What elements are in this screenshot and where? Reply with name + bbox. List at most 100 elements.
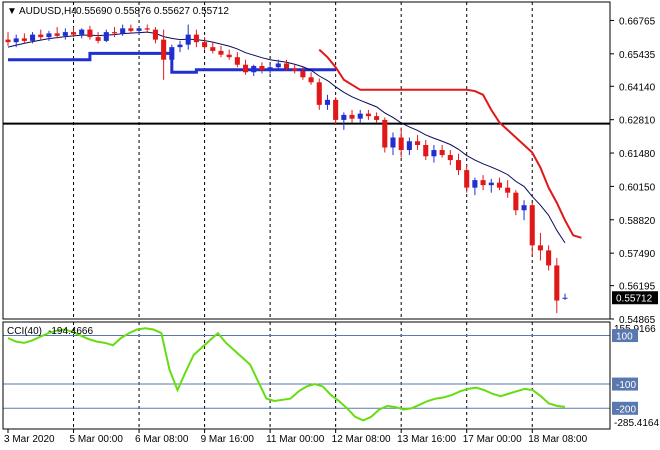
candle-body (120, 28, 126, 34)
candle-body (46, 33, 52, 38)
candle-body (161, 39, 167, 60)
candle-body (423, 145, 429, 157)
price-tick-label: 0.66765 (619, 16, 656, 27)
cci-pane-frame (2, 321, 611, 430)
time-tick-label: 6 Mar 08:00 (135, 434, 189, 445)
cci-pane[interactable] (2, 321, 611, 430)
candle-body (505, 187, 511, 193)
price-tick-label: 0.56195 (619, 282, 656, 293)
price-tick-label: 0.64140 (619, 82, 656, 93)
candle-body (5, 39, 11, 43)
cci-level-label: -200 (616, 404, 636, 415)
price-pane-frame (2, 1, 611, 320)
candle-body (316, 82, 322, 105)
candle-body (349, 114, 355, 119)
collapse-arrow-icon[interactable]: ▼ (7, 6, 17, 17)
time-tick-label: 18 Mar 08:00 (528, 434, 587, 445)
cci-level-label: -100 (616, 380, 636, 391)
price-tick-label: 0.61480 (619, 149, 656, 160)
cci-axis: 100 -100 -200 (612, 329, 638, 415)
candle-body (431, 150, 437, 157)
candle-body (251, 65, 257, 73)
time-tick-label: 3 Mar 2020 (4, 434, 55, 445)
price-tick-label: 0.60150 (619, 182, 656, 193)
candle-body (111, 32, 118, 34)
candle-body (283, 63, 290, 69)
time-tick-label: 11 Mar 00:00 (266, 434, 325, 445)
candle-body (13, 38, 19, 43)
candle-body (21, 38, 27, 41)
cci-line (7, 327, 566, 422)
candle-body (226, 54, 232, 58)
candle-body (554, 265, 560, 301)
candle-body (529, 205, 535, 246)
candle-body (406, 141, 412, 151)
price-pane[interactable] (2, 1, 611, 320)
candle-body (324, 99, 330, 105)
candle-body (357, 113, 363, 119)
candle-body (193, 34, 199, 43)
candle-body (259, 65, 265, 70)
price-tick-label: 0.58820 (619, 216, 656, 227)
candle-body (152, 29, 158, 40)
candle-body (267, 67, 273, 70)
cci-level-label: 100 (616, 332, 633, 343)
candle-body (374, 116, 380, 120)
candle-body (521, 205, 527, 211)
candle-body (210, 47, 216, 51)
candles-group (5, 24, 568, 314)
candle-body (218, 50, 224, 55)
candle-body (390, 137, 396, 148)
candle-body (439, 150, 445, 156)
candle-body (398, 137, 404, 151)
candle-body (275, 63, 281, 68)
candle-body (202, 42, 208, 48)
candle-body (472, 180, 478, 188)
time-tick-label: 12 Mar 08:00 (332, 434, 391, 445)
candle-body (415, 141, 421, 146)
candle-body (30, 34, 36, 41)
candle-body (243, 64, 249, 73)
time-axis: 3 Mar 2020 5 Mar 00:00 6 Mar 08:00 9 Mar 16… (4, 429, 588, 445)
time-tick-label: 17 Mar 00:00 (463, 434, 522, 445)
candle-body (136, 28, 142, 31)
red-trailing-line (318, 48, 582, 239)
candle-body (365, 113, 371, 117)
cci-value: -194.4666 (48, 326, 93, 337)
candle-body (234, 57, 240, 65)
candle-body (95, 37, 101, 41)
vertical-grid (73, 2, 533, 319)
time-tick-label: 13 Mar 16:00 (397, 434, 456, 445)
ohlc-values: 0.55690 0.55876 0.55627 0.55712 (76, 6, 229, 17)
time-tick-label: 9 Mar 16:00 (201, 434, 255, 445)
candle-body (79, 29, 85, 35)
time-tick-label: 5 Mar 00:00 (70, 434, 124, 445)
price-tick-label: 0.62810 (619, 116, 656, 127)
cci-min-label: -285.4164 (614, 418, 659, 429)
candle-body (38, 34, 44, 38)
candle-body (308, 77, 314, 83)
candle-body (480, 180, 486, 186)
symbol-timeframe: AUDUSD,H4 (19, 6, 77, 17)
candle-body (513, 192, 519, 211)
current-price-label: 0.55712 (616, 294, 653, 305)
candle-body (185, 34, 191, 45)
cci-level-box (612, 377, 638, 391)
candle-body (537, 245, 543, 251)
candle-body (496, 182, 503, 188)
candle-body (54, 33, 60, 36)
candle-body (382, 119, 388, 148)
price-axis: 0.66765 0.65435 0.64140 0.62810 0.61480 0.601… (610, 16, 656, 326)
candle-body (455, 160, 462, 171)
candle-body (103, 32, 109, 41)
candle-body (447, 155, 453, 161)
candle-body (128, 28, 134, 31)
candle-body (62, 32, 68, 36)
cci-name: CCI(40) (7, 326, 42, 337)
cci-level-box (612, 401, 638, 415)
candle-body (177, 44, 183, 48)
candle-body (464, 170, 470, 188)
candle-body (87, 29, 93, 38)
